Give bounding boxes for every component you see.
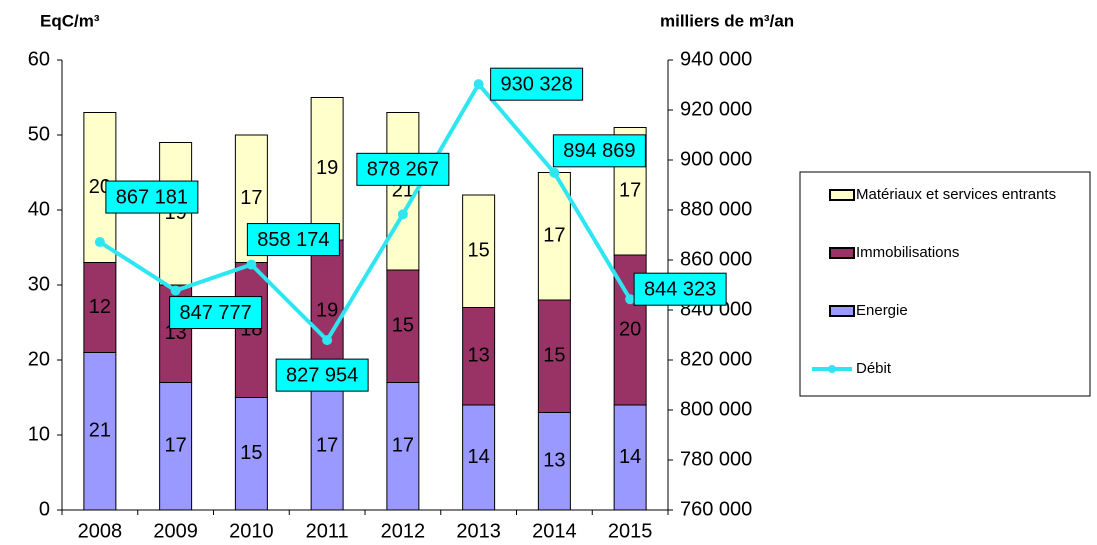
- y-tick-label: 40: [28, 198, 50, 220]
- data-label-box: [169, 296, 263, 330]
- line-point: [94, 237, 105, 248]
- line-point: [170, 285, 181, 296]
- bar-segment: [310, 97, 344, 241]
- legend-swatch: [829, 305, 855, 317]
- data-label-box: [246, 223, 340, 257]
- data-label: 17: [165, 435, 187, 457]
- line-point: [549, 167, 560, 178]
- bar-segment: [83, 352, 117, 511]
- x-tick-label: 2011: [306, 520, 349, 542]
- legend-label: Energie: [856, 302, 908, 319]
- x-tick-label: 2015: [608, 520, 653, 542]
- data-label: 15: [240, 442, 262, 464]
- y2-tick-label: 880 000: [680, 198, 752, 220]
- line-point: [397, 209, 408, 220]
- data-label: 21: [89, 420, 111, 442]
- y2-tick-label: 860 000: [680, 248, 752, 270]
- y-tick-label: 30: [28, 273, 50, 295]
- bar-segment: [386, 269, 420, 383]
- data-label-box: [633, 272, 727, 306]
- legend-label: Immobilisations: [856, 244, 959, 261]
- line-point: [473, 79, 484, 90]
- legend-box: [799, 171, 1091, 397]
- line: [98, 80, 632, 344]
- legend-swatch: [829, 189, 855, 201]
- data-label: 844 323: [644, 278, 716, 300]
- data-label: 15: [468, 240, 490, 262]
- legend-label: Matériaux et services entrants: [856, 186, 1056, 203]
- bar-segment: [234, 262, 268, 398]
- x-tick-label: 2009: [153, 520, 198, 542]
- data-label: 13: [468, 345, 490, 367]
- data-label-box: [275, 358, 369, 392]
- x-tick-label: 2014: [532, 520, 577, 542]
- y2-tick-label: 940 000: [680, 48, 752, 70]
- x-tick-label: 2010: [229, 520, 274, 542]
- data-label: 894 869: [563, 140, 635, 162]
- y2-tick-label: 780 000: [680, 448, 752, 470]
- y2-tick-label: 900 000: [680, 148, 752, 170]
- x-tick-label: 2013: [456, 520, 501, 542]
- data-label: 15: [543, 345, 565, 367]
- bar-segment: [234, 397, 268, 511]
- x-tick-label: 2008: [78, 520, 123, 542]
- data-label: 17: [543, 225, 565, 247]
- data-label: 13: [543, 450, 565, 472]
- y2-tick-label: 920 000: [680, 98, 752, 120]
- x-tick-label: 2012: [381, 520, 426, 542]
- data-label: 17: [619, 180, 641, 202]
- data-label: 878 267: [367, 159, 439, 181]
- bar-segment: [386, 112, 420, 271]
- y2-tick-label: 760 000: [680, 498, 752, 520]
- y-tick-label: 60: [28, 48, 50, 70]
- data-label: 15: [392, 315, 414, 337]
- data-label: 17: [316, 435, 338, 457]
- data-label-box: [552, 134, 646, 168]
- line-point: [322, 335, 333, 346]
- line-point: [625, 294, 636, 305]
- y-tick-label: 50: [28, 123, 50, 145]
- y2-tick-label: 820 000: [680, 348, 752, 370]
- y2-tick-label: 800 000: [680, 398, 752, 420]
- legend-label: Débit: [856, 360, 892, 377]
- data-label: 930 328: [500, 73, 572, 95]
- bar-segment: [159, 142, 193, 286]
- data-label: 847 777: [179, 302, 251, 324]
- bar-segment: [537, 299, 571, 413]
- data-label-box: [490, 67, 584, 101]
- legend-swatch: [829, 247, 855, 259]
- data-label-box: [356, 152, 450, 186]
- data-label: 827 954: [286, 364, 358, 386]
- data-label: 17: [392, 435, 414, 457]
- bar-segment: [462, 307, 496, 406]
- bar-segment: [462, 404, 496, 511]
- y-axis-title: EqC/m³: [40, 11, 100, 30]
- data-label: 14: [619, 446, 641, 468]
- data-label: 858 174: [257, 229, 329, 251]
- y-tick-label: 0: [39, 498, 50, 520]
- data-label: 12: [89, 296, 111, 318]
- data-label-box: [105, 180, 199, 214]
- bar-segment: [386, 382, 420, 511]
- data-label: 867 181: [116, 186, 188, 208]
- data-label: 19: [316, 157, 338, 179]
- data-label: 17: [240, 187, 262, 209]
- y-tick-label: 20: [28, 348, 50, 370]
- bar-segment: [537, 412, 571, 511]
- legend-swatch: [828, 365, 836, 373]
- data-label: 14: [468, 446, 490, 468]
- bar-segment: [159, 382, 193, 511]
- line-point: [246, 259, 257, 270]
- y2-axis-title: milliers de m³/an: [660, 11, 794, 30]
- y-tick-label: 10: [28, 423, 50, 445]
- data-label: 19: [316, 300, 338, 322]
- bar-segment: [462, 194, 496, 308]
- data-label: 20: [619, 318, 641, 340]
- bar-segment: [310, 382, 344, 511]
